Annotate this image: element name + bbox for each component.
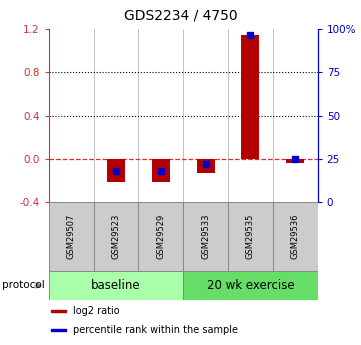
- Text: GSM29529: GSM29529: [156, 214, 165, 259]
- Text: percentile rank within the sample: percentile rank within the sample: [73, 325, 238, 335]
- FancyBboxPatch shape: [93, 202, 138, 271]
- Text: GSM29536: GSM29536: [291, 214, 300, 259]
- Point: [158, 168, 164, 174]
- Bar: [286, 159, 304, 163]
- Text: GDS2234 / 4750: GDS2234 / 4750: [124, 9, 237, 23]
- Text: GSM29535: GSM29535: [246, 214, 255, 259]
- Point: [248, 32, 253, 37]
- Point: [203, 161, 209, 167]
- FancyBboxPatch shape: [228, 202, 273, 271]
- Bar: [197, 159, 214, 173]
- Point: [113, 168, 119, 174]
- FancyBboxPatch shape: [138, 202, 183, 271]
- FancyBboxPatch shape: [49, 202, 93, 271]
- Text: protocol: protocol: [2, 280, 44, 290]
- Bar: [51, 309, 66, 312]
- Bar: [51, 328, 66, 331]
- Text: 20 wk exercise: 20 wk exercise: [206, 279, 294, 292]
- FancyBboxPatch shape: [49, 271, 183, 300]
- FancyBboxPatch shape: [183, 202, 228, 271]
- Text: baseline: baseline: [91, 279, 141, 292]
- FancyBboxPatch shape: [273, 202, 318, 271]
- Text: GSM29507: GSM29507: [67, 214, 76, 259]
- Text: GSM29523: GSM29523: [112, 214, 121, 259]
- Bar: [242, 35, 260, 159]
- Bar: [152, 159, 170, 183]
- Text: log2 ratio: log2 ratio: [73, 306, 119, 316]
- Bar: [107, 159, 125, 183]
- Text: GSM29533: GSM29533: [201, 214, 210, 259]
- FancyBboxPatch shape: [183, 271, 318, 300]
- Point: [292, 156, 298, 161]
